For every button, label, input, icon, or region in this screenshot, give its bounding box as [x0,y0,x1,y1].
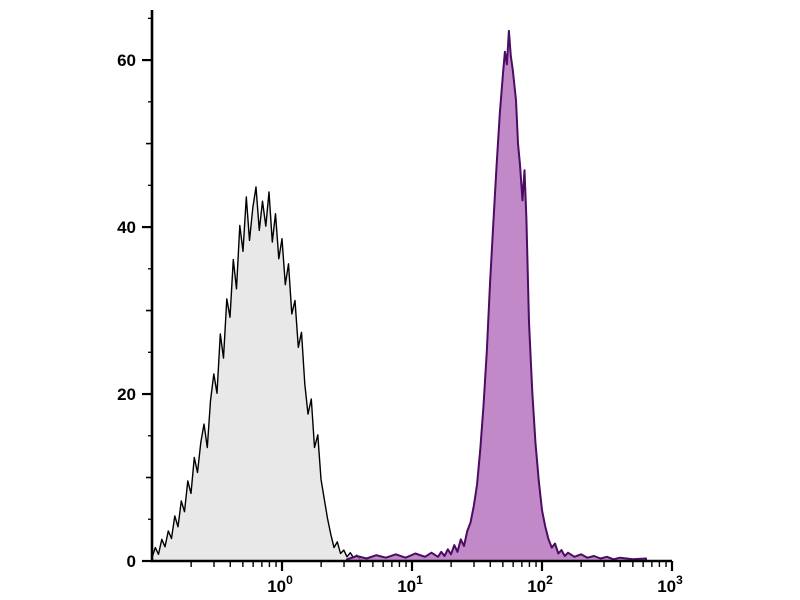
y-tick-label: 0 [127,552,136,571]
y-axis-tick-labels: 0 20 40 60 [117,51,136,571]
y-tick-label: 40 [117,218,136,237]
series-unstained-control [151,186,361,562]
x-axis-ticks [190,561,674,571]
y-tick-label: 20 [117,385,136,404]
x-tick-label: 101 [397,573,423,596]
x-axis-tick-labels: 100 101 102 103 [267,573,683,596]
x-tick-label: 102 [527,573,553,596]
series-stained-sample [346,29,647,562]
y-axis-ticks [142,17,152,563]
histogram-series [151,29,647,562]
x-tick-label: 100 [267,573,293,596]
x-tick-label: 103 [657,573,683,596]
y-tick-label: 60 [117,51,136,70]
